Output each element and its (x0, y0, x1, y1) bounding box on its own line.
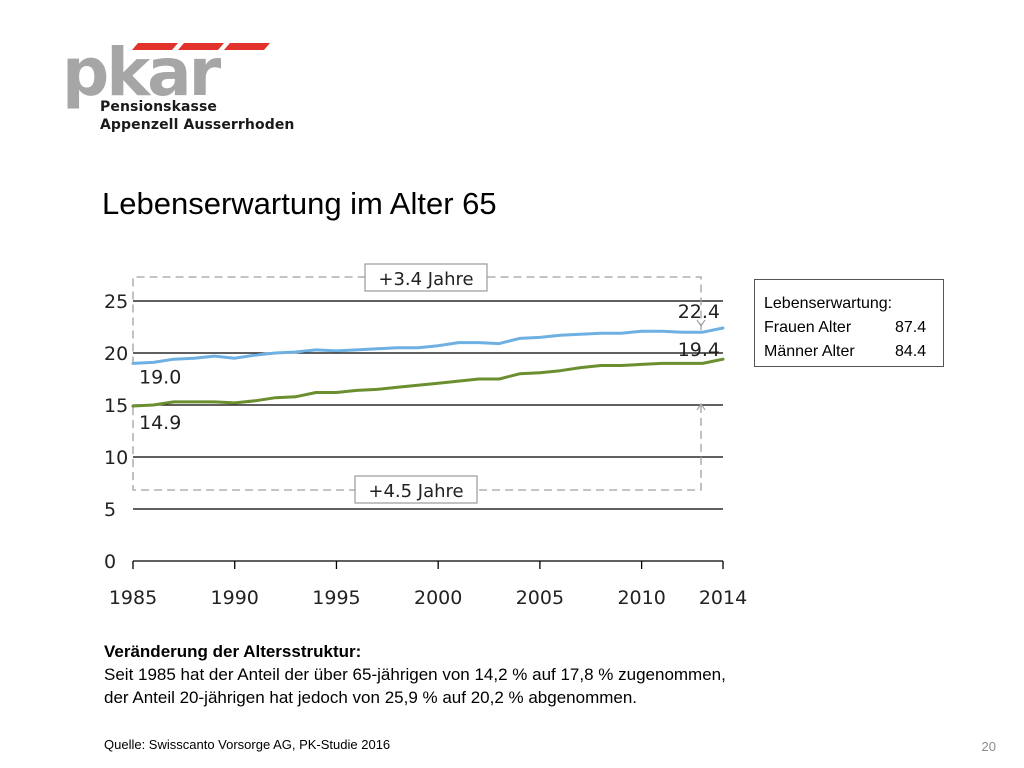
logo-wordmark: pkar (62, 40, 222, 111)
women-end-label: 22.4 (678, 301, 720, 323)
y-tick-label-15: 15 (104, 395, 128, 417)
y-tick-label-25: 25 (104, 291, 128, 313)
info-line-1: Seit 1985 hat der Anteil der über 65-jäh… (104, 665, 726, 684)
life-expectancy-box: Lebenserwartung: Frauen Alter 87.4 Männe… (754, 279, 944, 367)
y-tick-label-5: 5 (104, 499, 116, 521)
gain-brackets: +3.4 Jahre +4.5 Jahre (132, 263, 706, 504)
y-tick-label-0: 0 (104, 551, 116, 573)
women-value: 87.4 (895, 319, 927, 336)
info-heading: Veränderung der Altersstruktur: (104, 642, 362, 661)
women-gain-annotation-box (364, 263, 488, 292)
x-tick-label-2014: 2014 (699, 587, 747, 609)
x-tick-label-1995: 1995 (312, 587, 360, 609)
page-number: 20 (981, 739, 996, 754)
men-start-label: 14.9 (139, 412, 181, 434)
men-row: Männer Alter 84.4 (764, 340, 943, 364)
women-row: Frauen Alter 87.4 (764, 316, 943, 340)
chart-labels: 19.0 14.9 22.4 19.4 (139, 301, 720, 434)
y-tick-label-10: 10 (104, 447, 128, 469)
men-life-expectancy-line (131, 357, 725, 408)
chart-grid: 0 5 10 15 20 25 (104, 291, 723, 573)
men-gain-annotation-box (354, 475, 478, 504)
women-bracket-arrow (696, 319, 706, 328)
x-axis-ticks: 1985 1990 1995 2000 2005 2010 2014 (109, 561, 747, 609)
women-gain-annotation: +3.4 Jahre (378, 269, 473, 290)
pkar-logo-mark: pkar (62, 34, 270, 111)
women-life-expectancy-line (131, 326, 725, 365)
women-label: Frauen Alter (764, 319, 852, 336)
men-bracket-arrow (696, 402, 706, 411)
x-tick-label-2010: 2010 (617, 587, 665, 609)
slide-title: Lebenserwartung im Alter 65 (102, 186, 497, 221)
x-tick-label-1985: 1985 (109, 587, 157, 609)
org-name-line1: Pensionskasse (100, 99, 217, 115)
logo-red-stripes (132, 43, 270, 50)
pkar-logo: pkar Pensionskasse Appenzell Ausserrhode… (60, 34, 300, 140)
men-end-label: 19.4 (678, 339, 720, 361)
men-value: 84.4 (895, 343, 927, 360)
men-label: Männer Alter (764, 343, 855, 360)
x-tick-label-2000: 2000 (414, 587, 462, 609)
x-tick-label-2005: 2005 (516, 587, 564, 609)
chart-series (131, 326, 725, 408)
y-tick-label-20: 20 (104, 343, 128, 365)
source-note: Quelle: Swisscanto Vorsorge AG, PK-Studi… (104, 737, 391, 752)
women-start-label: 19.0 (139, 366, 181, 388)
age-structure-info: Veränderung der Altersstruktur: Seit 198… (104, 640, 884, 709)
info-line-2: der Anteil 20-jährigen hat jedoch von 25… (104, 688, 638, 707)
men-gain-annotation: +4.5 Jahre (368, 481, 463, 502)
x-tick-label-1990: 1990 (211, 587, 259, 609)
life-expectancy-heading: Lebenserwartung: (764, 295, 893, 312)
org-name-line2: Appenzell Ausserrhoden (100, 117, 295, 133)
